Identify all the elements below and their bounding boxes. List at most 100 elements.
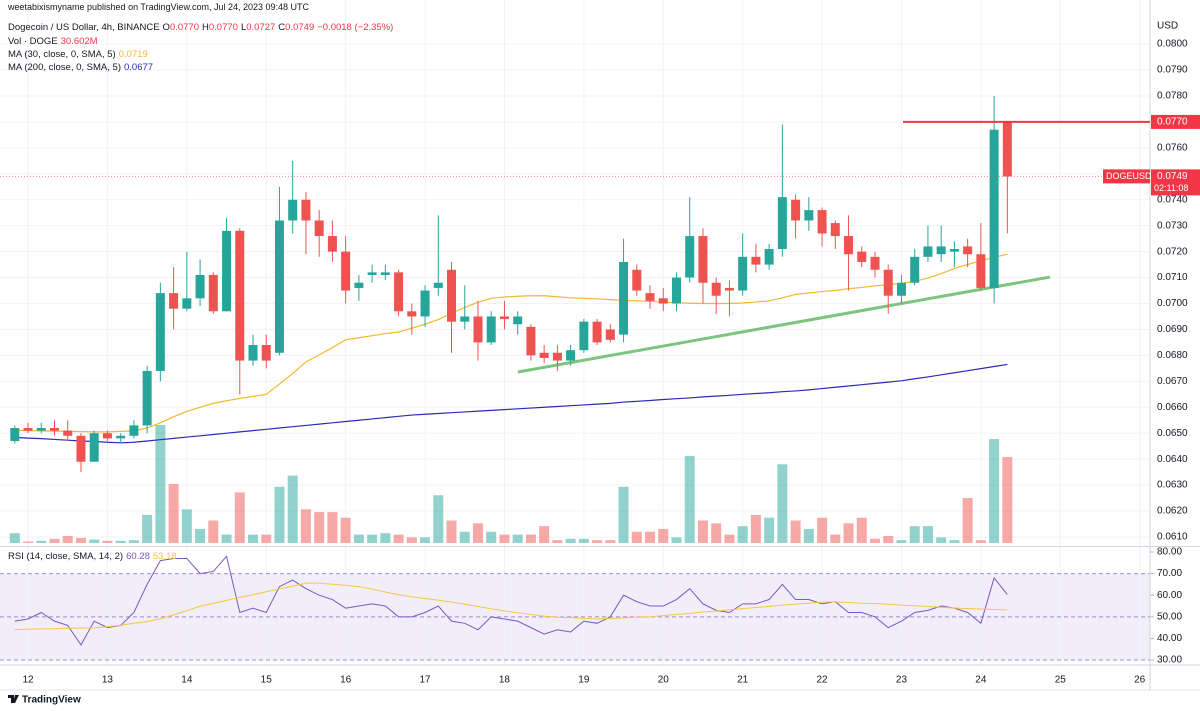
y-tick-label: 0.0730 bbox=[1157, 220, 1188, 231]
volume-bar bbox=[909, 526, 920, 543]
ohlc-value: 0.0770 bbox=[208, 22, 238, 33]
candle-body bbox=[526, 326, 536, 356]
y-tick-label: 0.0660 bbox=[1157, 402, 1188, 413]
volume-bar bbox=[327, 512, 338, 543]
volume-bar bbox=[922, 526, 933, 543]
candle-body bbox=[830, 223, 840, 237]
x-tick-label: 15 bbox=[261, 675, 273, 686]
candle-body bbox=[288, 199, 298, 221]
volume-bar bbox=[155, 425, 166, 543]
volume-bar bbox=[367, 534, 378, 543]
volume-bar bbox=[314, 512, 325, 543]
y-tick-label: 0.0710 bbox=[1157, 272, 1188, 283]
candle-body bbox=[711, 282, 721, 296]
volume-bar bbox=[631, 531, 642, 543]
candle-body bbox=[460, 316, 470, 322]
brand: TradingView bbox=[22, 695, 81, 706]
ohlc-label: H bbox=[202, 22, 209, 33]
volume-bar bbox=[168, 484, 179, 543]
candle-body bbox=[327, 236, 337, 252]
candle-body bbox=[632, 269, 642, 291]
x-tick-label: 20 bbox=[658, 675, 670, 686]
symbol: Dogecoin / US Dollar, 4h, BINANCE bbox=[8, 22, 160, 33]
x-tick-label: 17 bbox=[419, 675, 431, 686]
candle-body bbox=[592, 321, 602, 343]
y-tick-label: 40.00 bbox=[1157, 633, 1182, 644]
candle-body bbox=[539, 352, 549, 358]
y-tick-label: 0.0700 bbox=[1157, 298, 1188, 309]
x-tick-label: 13 bbox=[102, 675, 114, 686]
candle-body bbox=[129, 425, 139, 436]
candle-body bbox=[23, 428, 33, 431]
legend-name: MA (30, close, 0, SMA, 5) bbox=[8, 49, 116, 60]
candle-body bbox=[976, 254, 986, 288]
volume-bar bbox=[1002, 457, 1013, 543]
y-tick-label: 0.0780 bbox=[1157, 91, 1188, 102]
candle-body bbox=[605, 329, 615, 340]
x-tick-label: 12 bbox=[22, 675, 34, 686]
ma-line bbox=[14, 363, 1008, 444]
publisher: weetabixismyname published on TradingVie… bbox=[8, 2, 310, 12]
volume-bar bbox=[115, 540, 126, 543]
legend-value: 0.0677 bbox=[124, 62, 154, 73]
ma-line bbox=[14, 253, 1008, 433]
price-label: 0.0749 bbox=[1157, 171, 1188, 182]
currency: USD bbox=[1157, 21, 1178, 32]
candle-body bbox=[248, 345, 258, 361]
volume-bar bbox=[353, 534, 364, 543]
candle-body bbox=[751, 256, 761, 265]
volume-bar bbox=[128, 540, 139, 543]
candle-body bbox=[447, 269, 457, 322]
y-tick-label: 0.0670 bbox=[1157, 376, 1188, 387]
ohlc-label: L bbox=[240, 22, 247, 33]
rsi-line bbox=[14, 582, 1008, 631]
candle-body bbox=[49, 428, 59, 431]
y-tick-label: 0.0720 bbox=[1157, 246, 1188, 257]
volume-bar bbox=[208, 520, 219, 543]
candle-body bbox=[1002, 121, 1012, 177]
volume-bar bbox=[300, 509, 311, 543]
volume-bar bbox=[578, 538, 589, 543]
volume-bar bbox=[724, 534, 735, 543]
volume-bar bbox=[36, 540, 47, 543]
volume-bar bbox=[896, 540, 907, 543]
y-tick-label: 0.0690 bbox=[1157, 324, 1188, 335]
volume-bar bbox=[287, 475, 298, 543]
y-tick-label: 0.0680 bbox=[1157, 350, 1188, 361]
candle-body bbox=[367, 272, 377, 275]
candle-body bbox=[89, 433, 99, 462]
candle-body bbox=[883, 269, 893, 296]
candle-body bbox=[645, 293, 655, 301]
candle-body bbox=[155, 293, 165, 371]
candle-body bbox=[658, 298, 668, 304]
volume-bar bbox=[605, 540, 616, 543]
candle-body bbox=[685, 236, 695, 278]
candle-body bbox=[63, 430, 73, 436]
candle-body bbox=[222, 230, 232, 312]
y-tick-label: 0.0740 bbox=[1157, 194, 1188, 205]
volume-bar bbox=[618, 486, 629, 543]
countdown: 02:11:08 bbox=[1154, 183, 1188, 193]
ohlc-value: 0.0770 bbox=[169, 22, 199, 33]
volume-bar bbox=[75, 537, 86, 543]
candle-body bbox=[354, 282, 364, 288]
ohlc-value: 0.0727 bbox=[246, 22, 276, 33]
candle-body bbox=[301, 199, 311, 221]
candle-body bbox=[989, 129, 999, 288]
volume-legend: Vol · DOGE 30.602M bbox=[8, 35, 101, 48]
candle-body bbox=[896, 282, 906, 296]
y-tick-label: 0.0620 bbox=[1157, 506, 1188, 517]
volume-bar bbox=[261, 534, 272, 543]
volume-bar bbox=[777, 464, 788, 543]
candle-body bbox=[76, 435, 86, 462]
volume-bar bbox=[539, 526, 550, 543]
candle-body bbox=[579, 321, 589, 351]
y-tick-label: 80.00 bbox=[1157, 547, 1182, 558]
volume-bar bbox=[512, 534, 523, 543]
legend-name: RSI (14, close, SMA, 14, 2) bbox=[8, 551, 124, 562]
ohlc-value: 0.0749 bbox=[285, 22, 315, 33]
candle-body bbox=[817, 210, 827, 234]
y-tick-label: 60.00 bbox=[1157, 590, 1182, 601]
candle-body bbox=[169, 293, 179, 309]
symbol-box bbox=[1103, 169, 1150, 184]
